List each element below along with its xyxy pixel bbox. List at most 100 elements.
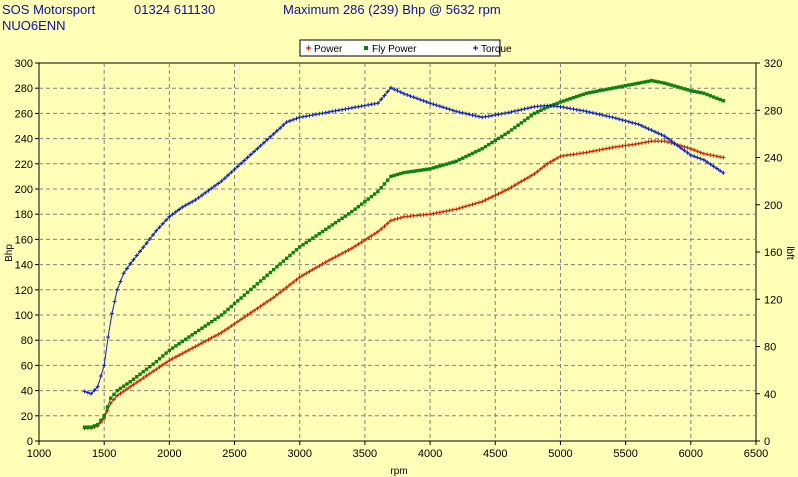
- series-point-torque: [271, 131, 276, 136]
- series-point-torque: [447, 107, 452, 112]
- series-point-fly-power: [500, 134, 504, 139]
- series-point-fly-power: [685, 88, 690, 92]
- series-point-fly-power: [555, 101, 559, 106]
- series-point-torque: [701, 157, 706, 162]
- series-point-power: [584, 150, 589, 155]
- series-point-torque: [499, 111, 504, 116]
- series-point-torque: [659, 132, 664, 137]
- series-point-power: [698, 150, 703, 155]
- series-point-torque: [209, 186, 214, 191]
- series-point-power: [346, 248, 351, 252]
- series-point-torque: [679, 146, 683, 151]
- series-point-fly-power: [271, 267, 276, 272]
- x-tick-label: 6000: [679, 448, 703, 460]
- series-point-torque: [392, 87, 397, 92]
- series-point-power: [160, 362, 165, 367]
- y2-tick-label: 320: [764, 58, 782, 70]
- series-point-torque: [268, 134, 273, 139]
- series-point-torque: [366, 102, 371, 107]
- series-point-fly-power: [239, 296, 243, 300]
- x-tick-label: 1000: [27, 448, 51, 460]
- series-point-torque: [346, 106, 351, 111]
- series-point-fly-power: [535, 110, 540, 114]
- series-point-fly-power: [415, 169, 419, 173]
- series-point-fly-power: [705, 92, 709, 97]
- series-point-torque: [529, 105, 534, 110]
- series-point-power: [248, 310, 253, 315]
- series-point-torque: [591, 110, 595, 115]
- series-point-torque: [597, 112, 602, 117]
- series-point-torque: [235, 164, 240, 169]
- series-point-power: [535, 169, 540, 174]
- series-point-torque: [558, 104, 563, 109]
- series-point-power: [666, 140, 670, 145]
- series-point-power: [705, 152, 710, 157]
- series-point-power: [389, 218, 393, 223]
- series-point-torque: [310, 113, 315, 117]
- series-point-fly-power: [575, 94, 579, 99]
- series-point-torque: [213, 183, 217, 188]
- series-point-fly-power: [183, 337, 188, 341]
- series-point-fly-power: [291, 250, 295, 255]
- series-point-fly-power: [718, 97, 722, 102]
- series-point-power: [258, 304, 263, 309]
- series-point-fly-power: [258, 279, 263, 283]
- series-point-power: [594, 148, 599, 153]
- series-point-torque: [662, 134, 667, 139]
- series-point-torque: [327, 110, 332, 114]
- series-point-fly-power: [337, 218, 341, 223]
- series-point-torque: [186, 201, 191, 206]
- series-point-fly-power: [558, 100, 563, 104]
- series-point-torque: [278, 126, 283, 130]
- series-point-fly-power: [581, 92, 585, 97]
- series-point-power: [115, 393, 120, 398]
- series-point-torque: [460, 110, 465, 115]
- series-point-torque: [408, 94, 413, 99]
- series-point-power: [291, 280, 296, 285]
- series-point-power: [301, 273, 305, 278]
- series-point-power: [682, 144, 687, 149]
- series-point-power: [522, 177, 527, 182]
- series-point-fly-power: [441, 163, 445, 167]
- vehicle-registration: NUO6ENN: [2, 18, 66, 33]
- series-point-fly-power: [493, 138, 497, 143]
- series-point-fly-power: [601, 88, 605, 92]
- series-point-fly-power: [359, 202, 364, 206]
- series-point-torque: [245, 155, 250, 160]
- series-point-fly-power: [89, 425, 93, 429]
- legend-label: Fly Power: [372, 44, 417, 55]
- series-point-torque: [190, 199, 195, 204]
- series-point-power: [340, 251, 345, 256]
- series-point-torque: [323, 110, 328, 115]
- series-point-torque: [441, 105, 446, 110]
- series-point-power: [382, 224, 387, 229]
- series-point-fly-power: [320, 229, 325, 234]
- series-point-power: [473, 201, 478, 206]
- y-tick-label: 60: [21, 360, 33, 372]
- series-point-torque: [112, 299, 117, 304]
- series-point-power: [209, 335, 214, 340]
- series-point-fly-power: [451, 160, 455, 164]
- series-point-torque: [457, 110, 462, 115]
- series-point-torque: [216, 181, 221, 186]
- series-point-power: [646, 139, 651, 144]
- series-point-torque: [421, 98, 426, 103]
- series-point-power: [317, 263, 322, 268]
- series-point-power: [327, 258, 332, 263]
- legend-box: [299, 39, 501, 57]
- series-point-fly-power: [157, 357, 162, 361]
- series-point-power: [639, 141, 644, 145]
- series-point-power: [131, 382, 136, 387]
- series-point-fly-power: [695, 90, 700, 94]
- series-point-torque: [493, 113, 498, 117]
- series-fly-power: [82, 78, 726, 429]
- series-point-torque: [180, 205, 185, 210]
- series-point-power: [362, 238, 367, 242]
- legend-marker-power: [306, 45, 311, 51]
- y-tick-label: 80: [21, 335, 33, 347]
- legend-label: Power: [314, 44, 343, 55]
- series-point-fly-power: [399, 171, 403, 176]
- series-point-power: [245, 313, 250, 317]
- series-point-torque: [431, 102, 436, 107]
- series-point-torque: [617, 117, 622, 122]
